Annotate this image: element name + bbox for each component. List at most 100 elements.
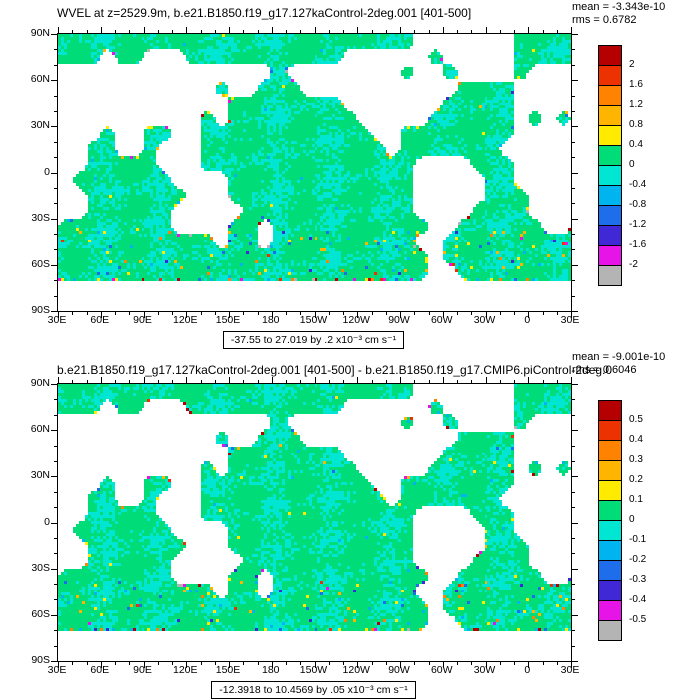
tick-mark: [54, 507, 57, 508]
tick-mark: [572, 661, 578, 662]
lon-tick-label: 30W: [473, 314, 496, 326]
tick-mark: [186, 27, 187, 33]
tick-mark: [51, 80, 57, 81]
tick-mark: [443, 377, 444, 383]
tick-mark: [272, 377, 273, 383]
tick-mark: [543, 662, 544, 665]
tick-mark: [471, 380, 472, 383]
colorbar-label: 0.4: [629, 139, 643, 150]
tick-mark: [51, 569, 57, 570]
tick-mark: [172, 312, 173, 315]
lon-tick-label: 30W: [473, 664, 496, 676]
tick-mark: [572, 461, 575, 462]
tick-mark: [129, 312, 130, 315]
tick-mark: [51, 219, 57, 220]
tick-mark: [101, 312, 102, 318]
tick-mark: [54, 538, 57, 539]
colorbar-box: [598, 540, 622, 561]
colorbar-box: [598, 105, 622, 126]
tick-mark: [343, 662, 344, 665]
lon-tick-label: 30E: [47, 664, 67, 676]
tick-mark: [486, 27, 487, 33]
tick-mark: [172, 30, 173, 33]
lon-tick-label: 180: [261, 314, 280, 326]
tick-mark: [557, 662, 558, 665]
map-frame: [51, 377, 578, 668]
tick-mark: [500, 662, 501, 665]
tick-mark: [572, 384, 578, 385]
tick-mark: [51, 384, 57, 385]
tick-mark: [54, 111, 57, 112]
lon-tick-label: 120E: [172, 664, 198, 676]
tick-mark: [158, 312, 159, 315]
tick-mark: [158, 30, 159, 33]
tick-mark: [572, 65, 575, 66]
lon-tick-label: 150W: [299, 314, 328, 326]
tick-mark: [571, 27, 572, 33]
tick-mark: [514, 662, 515, 665]
tick-mark: [129, 380, 130, 383]
tick-mark: [572, 265, 578, 266]
stats-block: mean = -9.001e-10 rms = 0.6046: [572, 351, 665, 377]
colorbar-box: [598, 165, 622, 186]
tick-mark: [514, 380, 515, 383]
tick-mark: [54, 65, 57, 66]
tick-mark: [300, 30, 301, 33]
tick-mark: [572, 584, 575, 585]
range-caption-text: -12.3918 to 10.4569 by .05 x10⁻³ cm s⁻¹: [211, 681, 416, 699]
lon-tick-label: 0: [524, 664, 531, 676]
tick-mark: [201, 30, 202, 33]
tick-mark: [115, 380, 116, 383]
lon-tick-label: 150E: [215, 314, 241, 326]
tick-mark: [129, 30, 130, 33]
stat-rms: rms = 0.6046: [572, 364, 637, 376]
tick-mark: [471, 312, 472, 315]
colorbar-box: [598, 225, 622, 246]
tick-mark: [486, 377, 487, 383]
panel-difference: b.e21.B1850.f19_g17.127kaControl-2deg.00…: [0, 350, 700, 700]
tick-mark: [572, 446, 575, 447]
tick-mark: [457, 30, 458, 33]
colorbar-label: -0.4: [629, 179, 647, 190]
colorbar-box: [598, 245, 622, 266]
tick-mark: [54, 234, 57, 235]
lon-tick-label: 120E: [172, 314, 198, 326]
tick-mark: [243, 380, 244, 383]
lat-tick-label: 60N: [30, 73, 50, 86]
colorbar-label: -0.3: [629, 574, 647, 585]
tick-mark: [58, 312, 59, 318]
tick-mark: [500, 312, 501, 315]
colorbar-box: [598, 205, 622, 226]
tick-mark: [115, 662, 116, 665]
stat-mean: mean = -9.001e-10: [572, 351, 666, 363]
tick-mark: [400, 662, 401, 668]
tick-mark: [272, 312, 273, 318]
tick-mark: [572, 111, 575, 112]
colorbar-label: -0.2: [629, 554, 647, 565]
tick-mark: [286, 30, 287, 33]
colorbar: 0.5 0.4 0.3 0.2 0.1 0 -0.1 -0.2 -0.3 -0.4 -0.5: [598, 400, 678, 645]
tick-mark: [54, 280, 57, 281]
colorbar-label: 2: [629, 59, 635, 70]
tick-mark: [87, 662, 88, 665]
colorbar-label: -0.5: [629, 614, 647, 625]
tick-mark: [572, 599, 575, 600]
tick-mark: [572, 538, 575, 539]
colorbar-box: [598, 420, 622, 441]
tick-mark: [414, 312, 415, 315]
tick-mark: [329, 312, 330, 315]
colorbar-box: [598, 440, 622, 461]
colorbar-box: [598, 85, 622, 106]
tick-mark: [54, 553, 57, 554]
tick-mark: [286, 312, 287, 315]
tick-mark: [486, 662, 487, 668]
tick-mark: [414, 662, 415, 665]
colorbar-box: [598, 560, 622, 581]
tick-mark: [51, 173, 57, 174]
tick-mark: [386, 380, 387, 383]
colorbar-label: 1.6: [629, 79, 643, 90]
range-caption-text: -37.55 to 27.019 by .2 x10⁻³ cm s⁻¹: [222, 331, 405, 349]
panel-control: WVEL at z=2529.9m, b.e21.B1850.f19_g17.1…: [30, 1, 665, 349]
colorbar-box: [598, 45, 622, 66]
tick-mark: [201, 380, 202, 383]
